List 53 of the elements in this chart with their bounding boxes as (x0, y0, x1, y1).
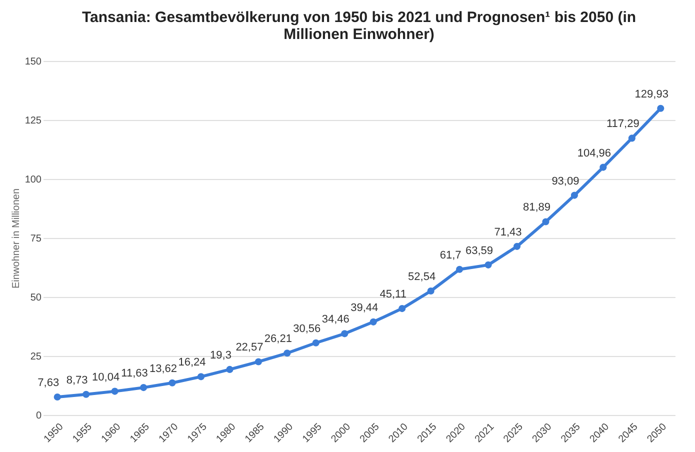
point (513, 242, 521, 250)
point (82, 390, 90, 398)
data-label: 93,09 (552, 175, 580, 188)
y-tick-label: 25 (30, 352, 42, 362)
point (657, 104, 664, 112)
chart-title: Tansania: Gesamtbevölkerung von 1950 bis 2021 und Prognosen¹ bis 2050 (in Millionen Einwohner) (82, 9, 636, 43)
data-label: 104,96 (577, 147, 612, 160)
y-tick-label: 150 (24, 56, 42, 68)
data-label: 81,89 (522, 202, 550, 214)
point (254, 358, 262, 366)
data-label: 129,93 (634, 88, 668, 100)
data-label: 71,43 (494, 226, 522, 238)
point (312, 339, 320, 346)
data-label: 45,11 (380, 288, 406, 301)
point (197, 373, 205, 380)
data-label: 16,24 (178, 356, 206, 369)
y-tick-label: 75 (30, 234, 42, 244)
point (398, 305, 406, 312)
point (628, 134, 636, 142)
data-label: 7,63 (38, 376, 60, 389)
point (370, 318, 377, 326)
point (456, 266, 464, 273)
data-label: 13,62 (150, 362, 178, 375)
data-label: 26,21 (264, 333, 292, 346)
data-label: 52,54 (408, 271, 436, 284)
point (542, 218, 550, 226)
data-label: 30,56 (293, 322, 321, 335)
data-label: 61,7 (440, 249, 462, 262)
y-axis-title: Einwohner in Millionen (10, 188, 22, 289)
data-label: 8,73 (66, 374, 88, 386)
point (341, 330, 348, 338)
data-label: 22,57 (236, 342, 264, 354)
data-label: 10,04 (92, 371, 120, 384)
point (427, 287, 434, 295)
data-label: 11,63 (121, 368, 148, 380)
point (168, 379, 176, 386)
point (484, 261, 492, 268)
y-tick-label: 125 (24, 116, 42, 126)
point (140, 384, 148, 392)
point (284, 350, 291, 357)
data-label: 39,44 (350, 302, 378, 314)
point (226, 366, 234, 373)
point (600, 164, 607, 171)
point (111, 388, 118, 395)
data-label: 19,3 (210, 349, 232, 362)
y-tick-label: 100 (24, 174, 42, 186)
y-tick-label: 50 (30, 292, 42, 304)
data-label: 63,59 (466, 244, 494, 257)
point (54, 393, 61, 401)
point (570, 192, 578, 199)
data-label: 117,29 (606, 118, 640, 130)
y-tick-label: 0 (36, 410, 42, 422)
data-label: 34,46 (322, 314, 350, 326)
